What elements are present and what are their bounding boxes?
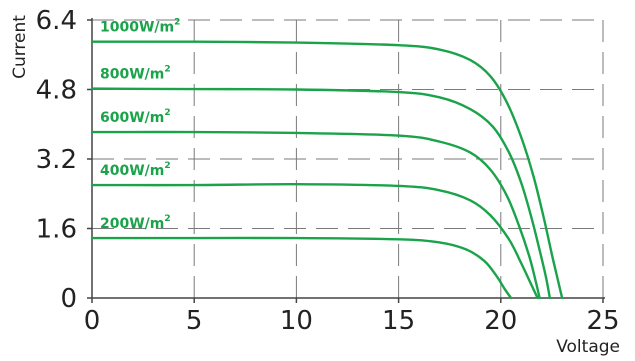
series-line-1 (90, 87, 552, 300)
x-tick-label-3: 15 (382, 306, 415, 336)
y-tick-label-3: 4.8 (36, 76, 77, 106)
axes (87, 18, 605, 303)
series-line-0 (90, 40, 564, 300)
series-line-3 (90, 182, 539, 300)
x-axis-title: Voltage (556, 337, 620, 357)
x-tick-label-2: 10 (280, 306, 313, 336)
y-tick-label-4: 6.4 (36, 6, 77, 36)
series-label-3: 400W/m2 (100, 161, 171, 179)
grid (92, 19, 604, 298)
series-label-0: 1000W/m2 (100, 18, 180, 36)
y-tick-label-1: 1.6 (36, 215, 77, 245)
x-tick-label-4: 20 (484, 306, 517, 336)
y-tick-label-2: 3.2 (36, 145, 77, 175)
series-label-4: 200W/m2 (100, 214, 171, 232)
y-axis-title: Current (10, 15, 30, 79)
x-tick-label-1: 5 (186, 306, 203, 336)
series-labels: 1000W/m2 800W/m2 600W/m2 400W/m2 200W/m2 (100, 18, 180, 232)
series-line-4 (90, 236, 513, 300)
series-label-1: 800W/m2 (100, 65, 171, 83)
series-label-2: 600W/m2 (100, 108, 171, 126)
series-curves (90, 40, 564, 300)
x-tick-label-5: 25 (586, 306, 619, 336)
series-line-2 (90, 130, 541, 300)
x-tick-label-0: 0 (84, 306, 101, 336)
tick-labels: 0 5 10 15 20 25 0 1.6 3.2 4.8 6.4 (36, 6, 620, 336)
y-tick-label-0: 0 (60, 284, 77, 314)
